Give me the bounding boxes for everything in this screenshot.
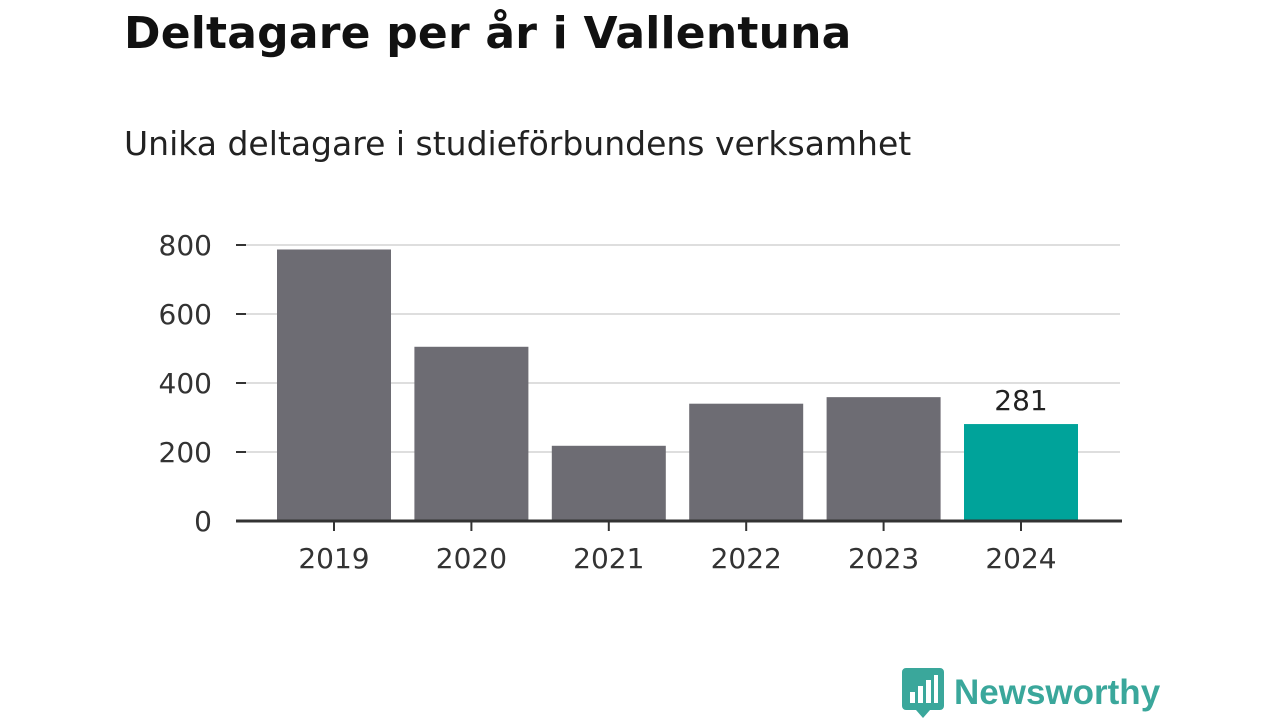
bar-chart: 0 200 400 600 800 2019 2020 2021 2022 2023 2024 281 [159,229,1122,575]
bar-2023 [826,397,941,521]
x-tick-label: 2019 [298,542,369,575]
bar-2019 [277,249,391,522]
bar-2020 [414,346,529,521]
bar-chart-bubble-icon [902,668,944,718]
bars [277,249,1078,522]
y-tick-label: 400 [159,367,212,400]
labels: 0 200 400 600 800 2019 2020 2021 2022 2023 2024 281 [159,229,1057,575]
bar-2022 [689,403,804,521]
axes [236,244,1122,531]
y-tick-label: 200 [159,436,212,469]
chart-subtitle: Unika deltagare i studieförbundens verks… [124,124,912,163]
bar-2021 [551,445,666,521]
bar-2024 [964,424,1078,521]
y-tick-label: 800 [159,229,212,262]
x-tick-label: 2023 [848,542,919,575]
chart-title: Deltagare per år i Vallentuna [124,8,852,59]
data-label: 281 [994,384,1047,417]
x-tick-label: 2024 [985,542,1056,575]
brand-logo: Newsworthy [902,668,1160,718]
x-tick-label: 2022 [711,542,782,575]
y-tick-label: 600 [159,298,212,331]
y-tick-label: 0 [194,505,212,538]
x-tick-label: 2021 [573,542,644,575]
x-tick-label: 2020 [436,542,507,575]
brand-name: Newsworthy [954,673,1161,712]
